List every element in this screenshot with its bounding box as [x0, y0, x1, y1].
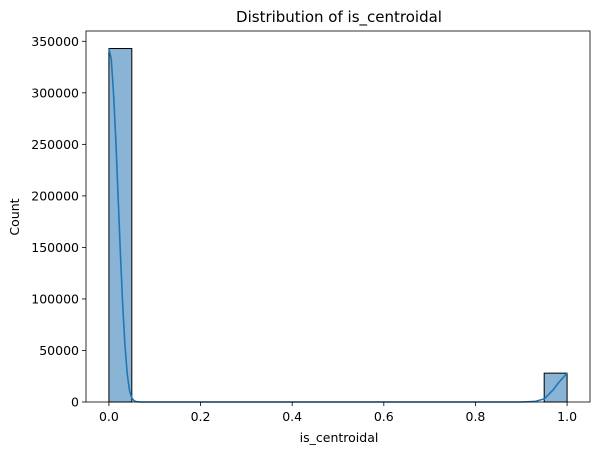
y-tick-label: 350000 [31, 34, 79, 49]
x-tick-label: 1.0 [557, 409, 577, 424]
y-tick-label: 100000 [31, 291, 79, 306]
y-axis-ticks: 0 50000 100000 150000 200000 250000 300000 3500… [31, 34, 86, 410]
x-axis-label: is_centroidal [300, 430, 379, 445]
y-tick-label: 0 [71, 395, 79, 410]
histogram-bar-0 [108, 48, 133, 403]
plot-frame [85, 30, 591, 403]
y-tick-label: 300000 [31, 85, 79, 100]
x-tick-label: 0.4 [282, 409, 302, 424]
y-tick-label: 150000 [31, 240, 79, 255]
x-tick-label: 0.6 [374, 409, 394, 424]
chart-title: Distribution of is_centroidal [236, 8, 442, 27]
y-tick-label: 50000 [39, 343, 79, 358]
y-tick-label: 200000 [31, 188, 79, 203]
x-axis-ticks: 0.0 0.2 0.4 0.6 0.8 1.0 [99, 402, 577, 424]
x-tick-label: 0.8 [466, 409, 486, 424]
x-tick-label: 0.0 [99, 409, 119, 424]
y-axis-label: Count [7, 198, 22, 235]
x-tick-label: 0.2 [191, 409, 211, 424]
y-tick-label: 250000 [31, 137, 79, 152]
